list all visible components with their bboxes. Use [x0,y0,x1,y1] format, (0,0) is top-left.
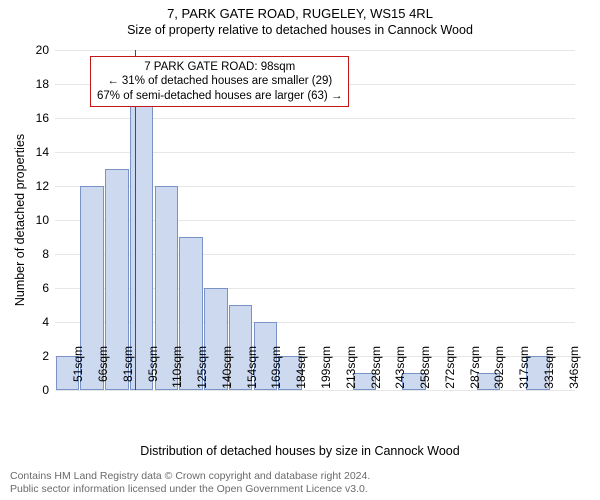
y-tick-label: 18 [19,77,49,91]
y-tick-label: 6 [19,281,49,295]
title-sub: Size of property relative to detached ho… [0,21,600,37]
x-tick-label: 125sqm [195,346,209,396]
chart-area: Number of detached properties 0246810121… [55,50,575,390]
x-tick-label: 169sqm [269,346,283,396]
x-tick-label: 199sqm [319,346,333,396]
x-tick-label: 184sqm [294,346,308,396]
x-axis-label: Distribution of detached houses by size … [0,444,600,458]
x-tick-label: 51sqm [71,346,85,396]
y-tick-label: 0 [19,383,49,397]
annotation-line: 67% of semi-detached houses are larger (… [97,89,342,103]
x-tick-label: 140sqm [220,346,234,396]
x-tick-label: 302sqm [492,346,506,396]
y-tick-label: 20 [19,43,49,57]
annotation-line: ← 31% of detached houses are smaller (29… [97,74,342,88]
y-tick-label: 4 [19,315,49,329]
y-tick-label: 10 [19,213,49,227]
x-tick-label: 346sqm [567,346,581,396]
x-tick-label: 258sqm [418,346,432,396]
annotation-box: 7 PARK GATE ROAD: 98sqm← 31% of detached… [90,56,349,107]
x-tick-label: 317sqm [517,346,531,396]
x-tick-label: 95sqm [146,346,160,396]
x-tick-label: 66sqm [96,346,110,396]
x-tick-label: 331sqm [542,346,556,396]
footer-line-2: Public sector information licensed under… [10,483,368,495]
y-tick-label: 16 [19,111,49,125]
histogram-bar [130,84,154,390]
y-tick-label: 12 [19,179,49,193]
x-tick-label: 228sqm [369,346,383,396]
annotation-line: 7 PARK GATE ROAD: 98sqm [97,60,342,74]
x-tick-label: 287sqm [468,346,482,396]
x-tick-label: 110sqm [170,346,184,396]
x-tick-label: 81sqm [121,346,135,396]
footer-line-1: Contains HM Land Registry data © Crown c… [10,470,370,482]
y-tick-label: 14 [19,145,49,159]
plot-region: 0246810121416182051sqm66sqm81sqm95sqm110… [55,50,575,391]
footer-attribution: Contains HM Land Registry data © Crown c… [10,470,370,496]
title-main: 7, PARK GATE ROAD, RUGELEY, WS15 4RL [0,0,600,21]
y-tick-label: 8 [19,247,49,261]
x-tick-label: 213sqm [344,346,358,396]
x-tick-label: 272sqm [443,346,457,396]
chart-container: 7, PARK GATE ROAD, RUGELEY, WS15 4RL Siz… [0,0,600,500]
y-tick-label: 2 [19,349,49,363]
gridline [55,50,575,51]
x-tick-label: 243sqm [393,346,407,396]
x-tick-label: 154sqm [245,346,259,396]
